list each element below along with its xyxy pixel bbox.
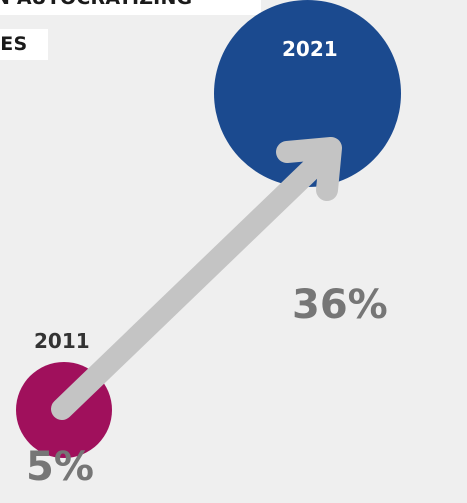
title-text-1: N AUTOCRATIZING bbox=[0, 0, 192, 9]
title-line-1: N AUTOCRATIZING bbox=[0, 0, 261, 15]
arrow-shaft bbox=[51, 142, 339, 420]
title-line-2: IES bbox=[0, 29, 48, 60]
title-text-2: IES bbox=[0, 33, 28, 55]
arrow-head bbox=[276, 137, 342, 201]
percent-label-2021: 36% bbox=[292, 282, 388, 328]
percent-label-2011: 5% bbox=[26, 444, 94, 490]
year-label-2011: 2011 bbox=[34, 329, 90, 353]
year-label-2021: 2021 bbox=[282, 37, 338, 61]
